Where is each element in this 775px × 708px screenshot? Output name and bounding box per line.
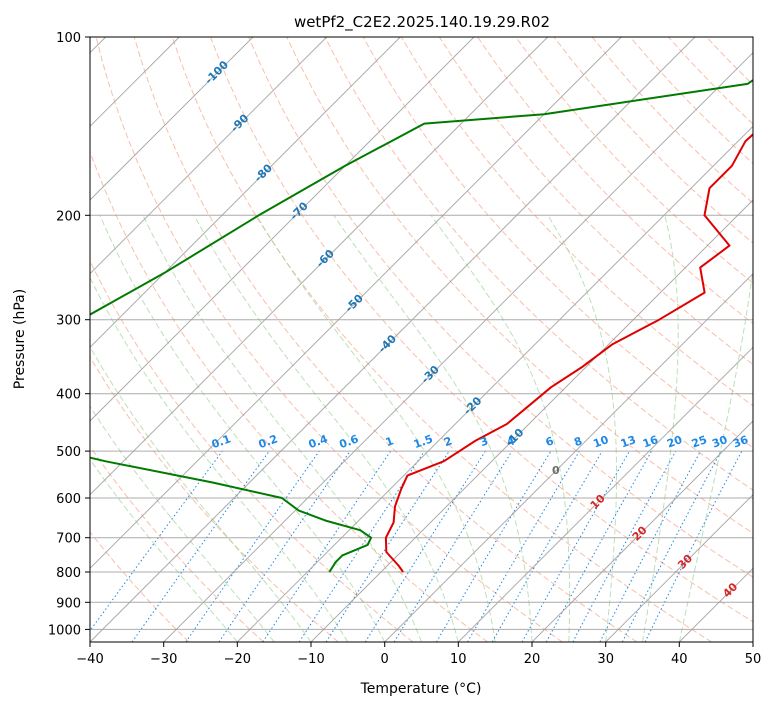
x-axis-label: Temperature (°C) — [360, 681, 482, 697]
isotherm-line — [163, 51, 753, 642]
y-tick-label: 700 — [56, 532, 81, 547]
x-tick-label: −20 — [224, 652, 251, 667]
x-tick-label: −40 — [76, 652, 103, 667]
y-tick-label: 400 — [56, 388, 81, 403]
chart-title: wetPf2_C2E2.2025.140.19.29.R02 — [294, 13, 550, 32]
mixing-ratio-label: 8 — [572, 434, 584, 449]
mixing-ratio-label: 16 — [641, 433, 660, 451]
isotherm-line — [90, 37, 549, 496]
mixing-ratio-line — [644, 450, 743, 642]
dry-adiabat — [210, 37, 753, 623]
grid — [90, 37, 753, 642]
mixing-ratio-line — [521, 450, 630, 642]
dry-adiabat — [90, 531, 190, 642]
y-tick-label: 800 — [56, 566, 81, 581]
background-lines — [90, 37, 753, 642]
moist-adiabat — [90, 458, 238, 642]
temperature-profile — [384, 133, 753, 573]
mixing-ratio-line — [131, 450, 270, 642]
isotherm-line — [457, 346, 753, 642]
mixing-ratio-line — [262, 450, 392, 642]
x-tick-label: 50 — [745, 652, 762, 667]
moist-adiabat — [547, 215, 617, 642]
mixing-ratio-label: 1 — [384, 434, 396, 449]
mixing-ratio-label: 0.2 — [257, 432, 280, 451]
isotherm-line — [384, 272, 753, 642]
mixing-ratio-line — [298, 450, 425, 642]
mixing-ratio-label: 25 — [690, 433, 709, 450]
mixing-ratio-label: 0.1 — [210, 432, 233, 451]
y-tick-label: 900 — [56, 596, 81, 611]
moist-adiabat — [678, 265, 753, 642]
mixing-ratio-label: 3 — [478, 434, 490, 449]
plot-frame — [89, 36, 754, 643]
mixing-ratio-line — [90, 450, 223, 632]
mixing-ratio-label: 36 — [731, 433, 750, 451]
moist-adiabat — [255, 215, 496, 642]
mixing-ratio-line — [185, 450, 320, 642]
isotherm-label: 0 — [552, 464, 560, 477]
x-tick-label: 20 — [524, 652, 541, 667]
isoline-labels: 0.1 0.2 0.4 0.6 1 1.5 2 3 4 6 8 10 13 16 20 25 30 36-100-… — [202, 58, 750, 600]
mixing-ratio-label: 2 — [442, 434, 454, 449]
mixing-ratio-line — [325, 450, 450, 642]
moist-adiabat — [90, 345, 312, 642]
mixing-ratio-label: 13 — [619, 433, 638, 450]
x-axis: −40 −30 −20 −10 0 10 20 30 40 50 — [76, 642, 761, 667]
dry-adiabat — [90, 356, 339, 642]
x-tick-label: 0 — [381, 652, 389, 667]
y-tick-label: 600 — [56, 492, 81, 507]
isotherm-line — [90, 37, 622, 570]
y-tick-label: 1000 — [48, 623, 81, 638]
x-tick-label: 40 — [671, 652, 688, 667]
mixing-ratio-line — [572, 450, 677, 642]
profiles — [90, 79, 753, 573]
dry-adiabat — [90, 445, 264, 642]
y-axis: 100 200 300 400 500 600 700 800 900 1000 — [48, 31, 90, 638]
dry-adiabat — [95, 37, 563, 642]
moist-adiabat — [333, 215, 533, 642]
mixing-ratio-label: 30 — [710, 433, 729, 451]
x-tick-label: 10 — [450, 652, 467, 667]
dewpoint-profile — [90, 79, 753, 573]
isotherm-line — [90, 37, 475, 422]
mixing-ratio-label: 6 — [544, 434, 556, 449]
isotherm-line — [605, 493, 753, 642]
mixing-ratio-label: 0.4 — [307, 432, 330, 451]
moist-adiabat — [642, 215, 679, 642]
y-tick-label: 200 — [56, 209, 81, 224]
mixing-ratio-line — [393, 450, 513, 642]
dry-adiabat — [248, 37, 753, 578]
x-tick-label: −30 — [150, 652, 177, 667]
isotherm-line — [310, 199, 753, 642]
isotherm-line — [90, 37, 401, 349]
mixing-ratio-label: 4 — [505, 434, 517, 449]
moist-adiabat — [142, 215, 422, 642]
x-tick-label: 30 — [597, 652, 614, 667]
mixing-ratio-label: 20 — [665, 433, 684, 451]
dry-adiabat — [400, 37, 753, 407]
isotherm-line — [90, 37, 696, 642]
dry-adiabat — [133, 37, 638, 642]
isotherm-line — [236, 125, 753, 642]
moist-adiabat — [90, 276, 349, 642]
x-tick-label: −10 — [297, 652, 324, 667]
isotherm-line — [90, 37, 254, 201]
dry-adiabat — [438, 37, 753, 366]
y-tick-label: 100 — [56, 31, 81, 46]
mixing-ratio-label: 1.5 — [412, 432, 435, 451]
dry-adiabat — [171, 37, 712, 642]
dry-adiabat — [515, 37, 753, 284]
mixing-ratio-line — [545, 450, 653, 642]
mixing-ratio-label: 0.6 — [338, 432, 361, 451]
isotherm-line — [90, 37, 328, 275]
y-tick-label: 500 — [56, 445, 81, 460]
mixing-ratio-label: 10 — [591, 433, 610, 451]
isotherm-line — [531, 420, 753, 642]
mixing-ratio-line — [218, 450, 351, 642]
y-tick-label: 300 — [56, 314, 81, 329]
y-axis-label: Pressure (hPa) — [12, 289, 28, 389]
moist-adiabat — [193, 215, 459, 642]
